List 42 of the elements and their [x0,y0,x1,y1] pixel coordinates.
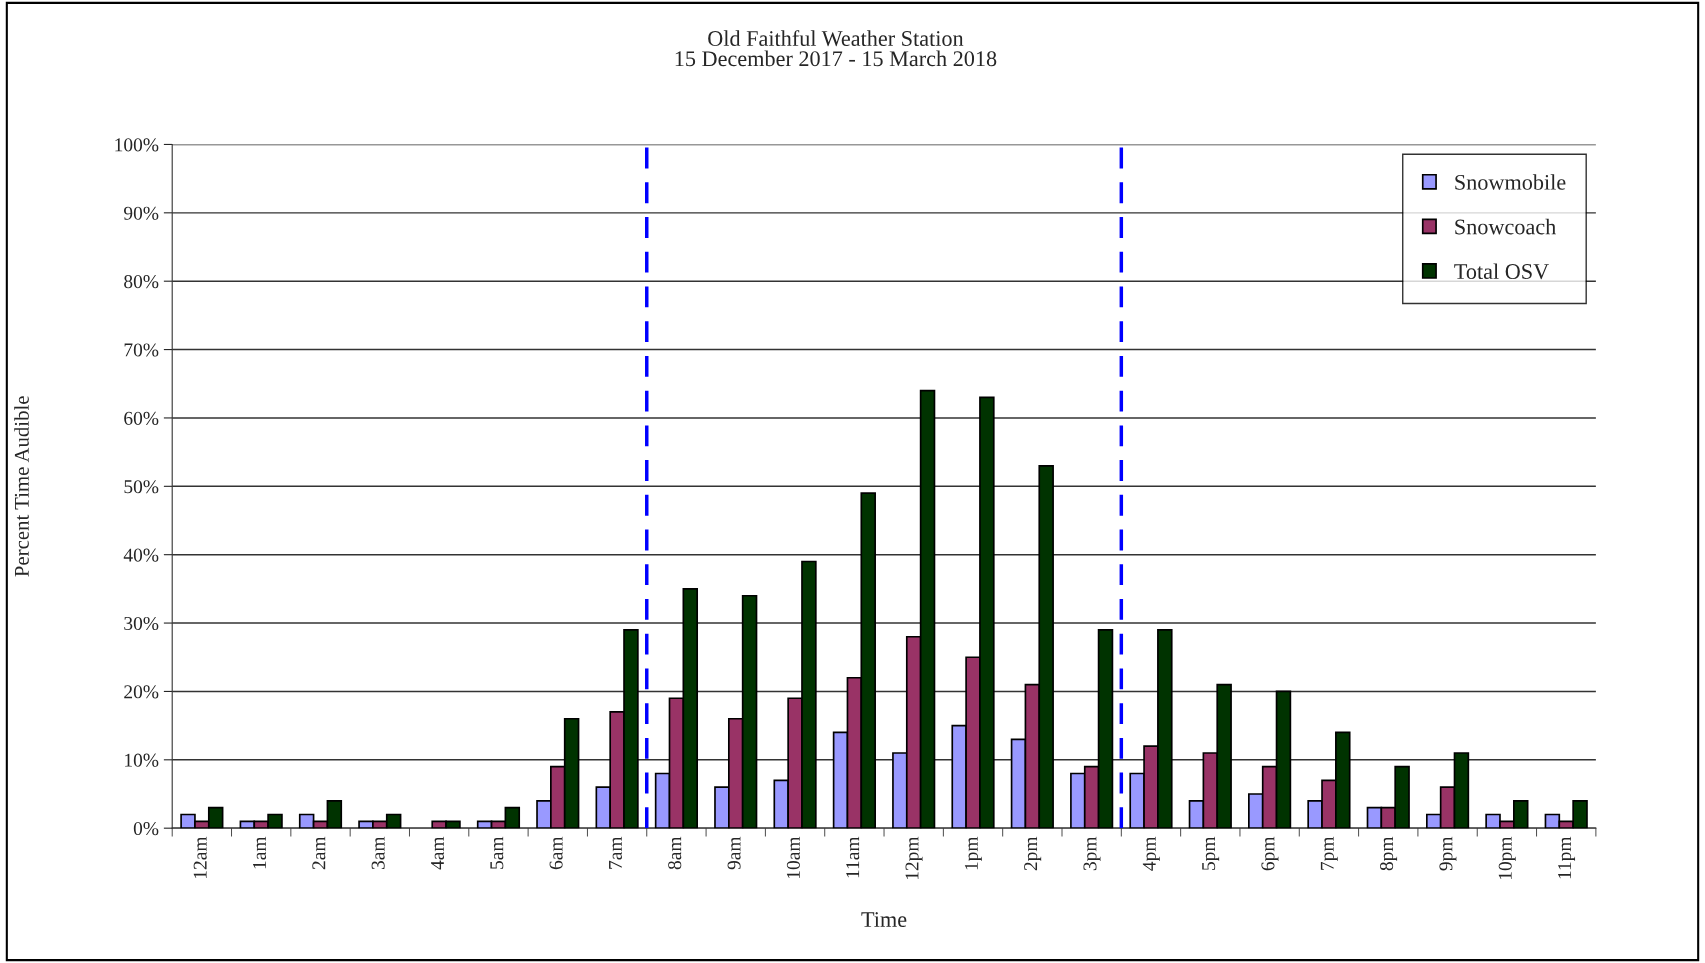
x-tick-label: 7am [609,836,622,869]
x-tick-label: 9am [727,836,741,870]
legend-label: Snowmobile [1455,174,1566,190]
legend-label: Total OSV [1454,263,1549,280]
x-tick-label: 12pm [905,836,923,880]
y-tick-label: 30% [124,616,159,631]
y-tick-label: 80% [124,275,159,289]
x-tick-label: 4am [431,836,445,870]
y-tick-label: 10% [125,753,159,767]
x-tick-label: 11pm [1558,836,1576,879]
x-tick-label: 8am [668,836,682,870]
legend-label: Snowcoach [1455,218,1556,235]
x-tick-label: 5pm [1202,836,1220,870]
x-tick-label: 4pm [1142,836,1160,871]
chart-title: Old Faithful Weather Station [708,30,964,47]
y-tick-label: 70% [124,343,159,357]
y-tick-label: 50% [124,480,159,494]
x-tick-label: 12am [193,836,207,878]
y-tick-label: 90% [124,206,159,220]
x-tick-label: 3pm [1083,836,1101,871]
y-tick-label: 20% [124,685,159,699]
x-tick-label: 10am [786,836,800,878]
x-tick-label: 10pm [1498,836,1516,880]
x-tick-label: 1pm [964,836,982,870]
y-tick-label: 60% [124,411,159,425]
y-tick-label: 40% [123,548,159,562]
y-axis-title: Percent Time Audible [14,396,29,577]
x-tick-label: 8pm [1380,836,1398,871]
x-tick-label: 1am [253,836,267,869]
y-tick-label: 0% [133,822,159,836]
y-tick-label: 100% [115,138,159,152]
x-axis-title: Time [861,912,907,927]
x-tick-label: 6am [549,836,563,870]
chart-subtitle: 15 December 2017 - 15 March 2018 [675,50,997,67]
x-tick-label: 2am [312,836,326,870]
x-tick-label: 5am [490,836,504,869]
x-tick-label: 11am [846,836,860,878]
x-tick-label: 3am [371,836,385,870]
x-tick-label: 7pm [1320,836,1338,870]
x-tick-label: 2pm [1024,836,1042,871]
x-tick-label: 6pm [1261,836,1279,871]
x-tick-label: 9pm [1439,836,1457,871]
